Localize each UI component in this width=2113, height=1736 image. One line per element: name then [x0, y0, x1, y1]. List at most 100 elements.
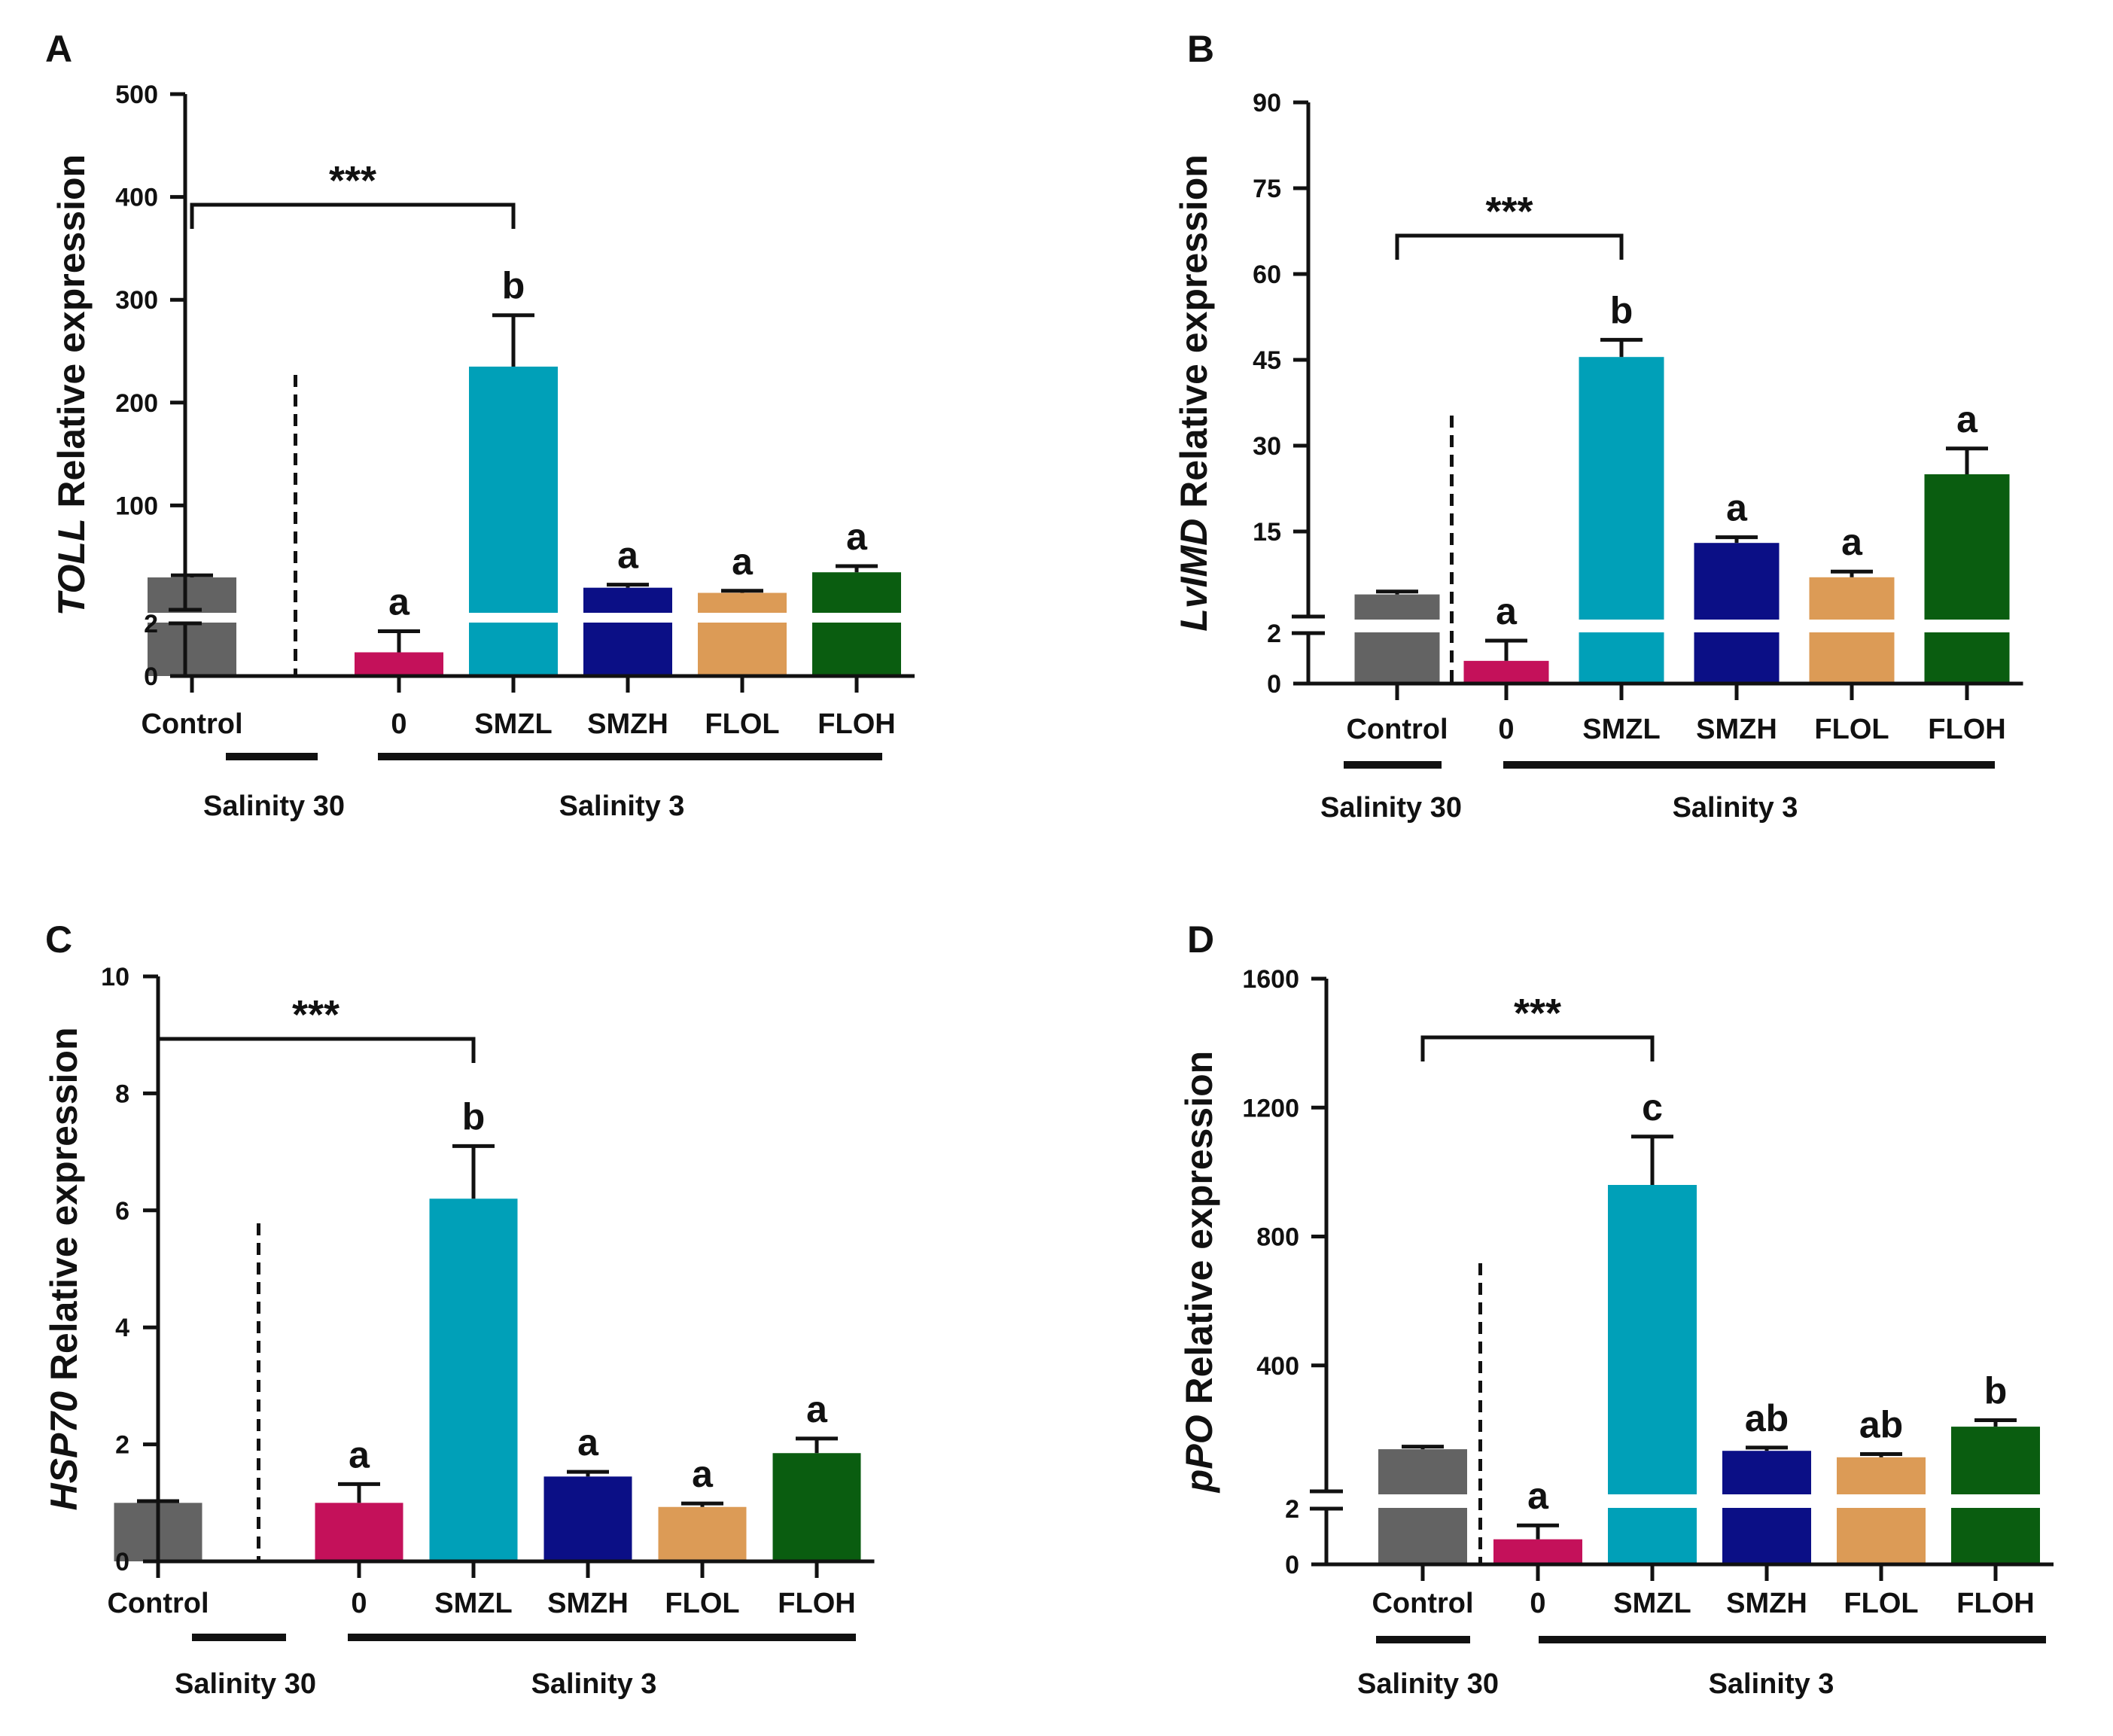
panel-a: A Control a 0 b SMZL a SMZH a FLOL a FLOH 0 2 100 200 30…	[45, 28, 915, 822]
y-tick-label: 45	[1253, 346, 1281, 375]
x-tick-label: FLOH	[1956, 1588, 2034, 1619]
panel-d: D Control a 0 c SMZL ab SMZH ab FLOL b FLOH 0 2 400 800…	[1178, 918, 2054, 1700]
y-tick-label: 0	[115, 1548, 129, 1576]
axis-break-gap	[147, 613, 237, 623]
y-tick-label: 2	[115, 1431, 129, 1460]
significance-letter: a	[349, 1433, 370, 1476]
x-tick-label: SMZH	[1696, 714, 1777, 745]
bar-0	[315, 1503, 403, 1561]
y-tick-label: 1600	[1242, 965, 1299, 994]
group1-label: Salinity 30	[175, 1668, 316, 1700]
y-tick-label: 400	[1256, 1352, 1299, 1381]
group2-label: Salinity 3	[531, 1668, 657, 1700]
significance-letter: a	[1527, 1475, 1549, 1517]
significance-bracket	[1395, 233, 1624, 260]
y-tick-label: 2	[144, 610, 158, 638]
axis-break-gap	[1923, 620, 2011, 632]
bar-0	[1493, 1539, 1582, 1564]
x-tick-label: 0	[351, 1588, 367, 1619]
y-axis-label: LvIMD Relative expression	[1173, 154, 1215, 632]
bar-floh	[772, 1453, 861, 1561]
y-axis-label-rest: Relative expression	[1173, 154, 1215, 519]
y-tick-label: 1200	[1242, 1094, 1299, 1122]
panel-letter: B	[1187, 28, 1214, 70]
gene-name: TOLL	[50, 518, 93, 616]
x-tick-label: FLOH	[778, 1588, 855, 1619]
gene-name: LvIMD	[1173, 519, 1215, 632]
y-tick-label: 200	[115, 389, 158, 418]
axis-break-gap	[1950, 1494, 2041, 1508]
bar-smzh	[543, 1476, 632, 1561]
significance-letter: a	[1956, 398, 1978, 440]
significance-stars: ***	[1485, 189, 1533, 234]
panel-letter: D	[1187, 918, 1214, 961]
significance-letter: c	[1642, 1086, 1663, 1128]
x-tick-label: SMZL	[1613, 1588, 1691, 1619]
axis-break-gap	[1693, 620, 1780, 632]
significance-letter: ab	[1859, 1403, 1903, 1445]
y-tick-label: 100	[115, 492, 158, 520]
x-tick-label: FLOH	[1928, 714, 2005, 745]
y-tick-label: 2	[1285, 1495, 1299, 1524]
bar-floh	[1924, 474, 2010, 684]
bar-control	[1354, 594, 1440, 684]
axis-break-gap	[1607, 1494, 1697, 1508]
y-tick-label: 800	[1256, 1223, 1299, 1252]
group2-label: Salinity 3	[1673, 792, 1798, 824]
bar-smzl	[469, 366, 558, 676]
y-tick-label: 10	[101, 963, 129, 991]
x-tick-label: SMZL	[474, 708, 552, 740]
gene-name: HSP70	[43, 1391, 85, 1511]
significance-letter: b	[1610, 289, 1633, 331]
significance-letter: a	[732, 541, 754, 583]
y-tick-label: 0	[1267, 670, 1281, 699]
y-tick-label: 90	[1253, 89, 1281, 117]
x-tick-label: 0	[1498, 714, 1514, 745]
panel-b: B Control a 0 b SMZL a SMZH a FLOL a FLOH 0 2 15 30 45 60…	[1173, 28, 2023, 824]
significance-letter: a	[1496, 590, 1518, 632]
bar-smzl	[1579, 357, 1664, 684]
y-tick-label: 30	[1253, 432, 1281, 461]
significance-bracket	[190, 203, 516, 229]
bar-flol	[658, 1506, 747, 1561]
significance-letter: b	[502, 265, 525, 307]
significance-bracket	[1420, 1035, 1655, 1061]
y-axis-label: TOLL Relative expression	[50, 154, 93, 616]
significance-stars: ***	[329, 158, 376, 203]
significance-letter: a	[692, 1453, 714, 1495]
panel-letter: C	[45, 918, 72, 961]
significance-letter: b	[462, 1095, 486, 1138]
axis-break-gap	[1378, 1494, 1468, 1508]
bar-flol	[698, 592, 787, 676]
bar-smzl	[429, 1198, 518, 1561]
significance-stars: ***	[292, 992, 339, 1037]
significance-bracket	[156, 1037, 476, 1063]
bar-control	[148, 577, 236, 676]
bar-flol	[1837, 1457, 1926, 1564]
y-axis-label: pPO Relative expression	[1178, 1051, 1220, 1494]
bar-0	[1463, 660, 1549, 684]
x-tick-label: FLOL	[1814, 714, 1889, 745]
x-tick-label: Control	[107, 1588, 209, 1619]
significance-letter: a	[617, 535, 639, 577]
x-tick-label: FLOL	[1844, 1588, 1918, 1619]
x-tick-label: FLOL	[665, 1588, 739, 1619]
x-tick-label: 0	[1530, 1588, 1545, 1619]
y-tick-label: 300	[115, 286, 158, 315]
axis-break-gap	[811, 613, 902, 623]
significance-letter: b	[1984, 1370, 2008, 1412]
axis-break-gap	[1353, 620, 1441, 632]
significance-letter: a	[806, 1388, 828, 1430]
group2-label: Salinity 3	[559, 790, 685, 822]
group1-label: Salinity 30	[203, 790, 345, 822]
x-tick-label: SMZL	[434, 1588, 512, 1619]
bar-smzh	[1694, 543, 1780, 684]
x-tick-label: FLOH	[817, 708, 895, 740]
axis-break-gap	[697, 613, 787, 623]
bar-smzh	[583, 587, 672, 676]
y-tick-label: 0	[1285, 1551, 1299, 1579]
axis-break-gap	[1808, 620, 1895, 632]
y-axis-label-rest: Relative expression	[43, 1027, 85, 1391]
y-tick-label: 0	[144, 662, 158, 691]
